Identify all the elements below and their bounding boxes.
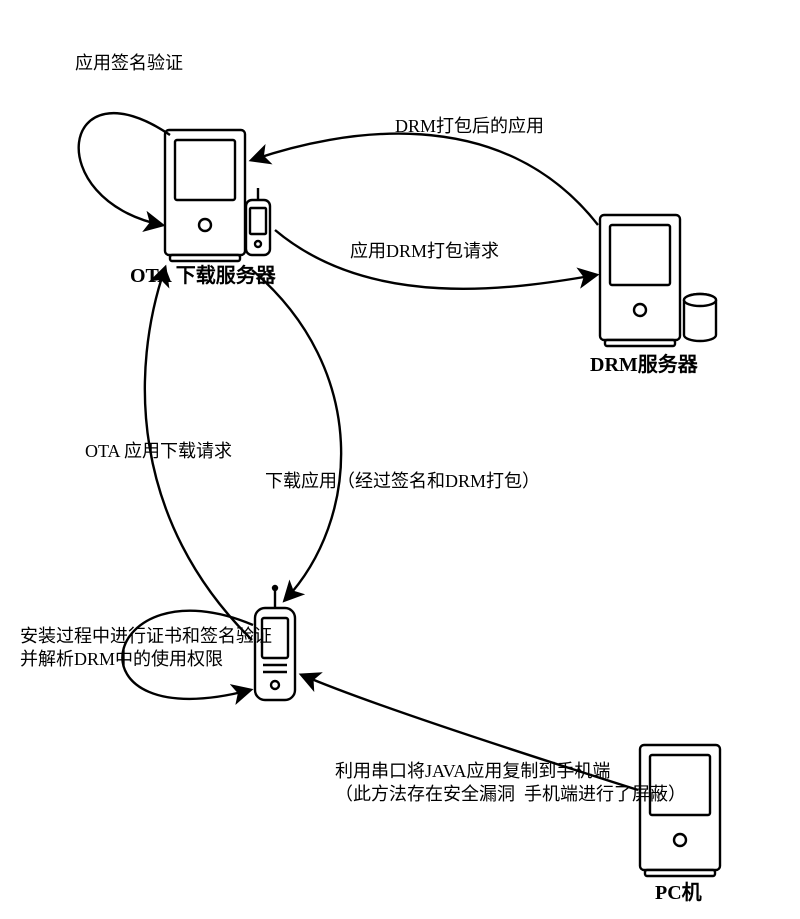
- edge-serial-copy-label: 利用串口将JAVA应用复制到手机端 （此方法存在安全漏洞 手机端进行了屏蔽）: [335, 760, 686, 807]
- ota-label: OTA 下载服务器: [130, 263, 276, 289]
- edge-sig-verify-label: 应用签名验证: [75, 52, 183, 75]
- ota-server: [165, 130, 270, 261]
- drm-label: DRM服务器: [590, 352, 698, 378]
- edge-drm-req-label: 应用DRM打包请求: [350, 240, 499, 263]
- edge-ota-req-label: OTA 应用下载请求: [85, 440, 232, 463]
- diagram-canvas: OTA 下载服务器 DRM服务器 PC机 应用签名验证 DRM打包后的应用 应用…: [0, 0, 800, 919]
- pc-label: PC机: [655, 880, 702, 906]
- edge-drm-packed-label: DRM打包后的应用: [395, 115, 544, 138]
- edge-download-label: 下载应用（经过签名和DRM打包）: [265, 470, 540, 493]
- drm-server: [600, 215, 716, 346]
- edge-install-verify-label: 安装过程中进行证书和签名验证 并解析DRM中的使用权限: [20, 625, 272, 672]
